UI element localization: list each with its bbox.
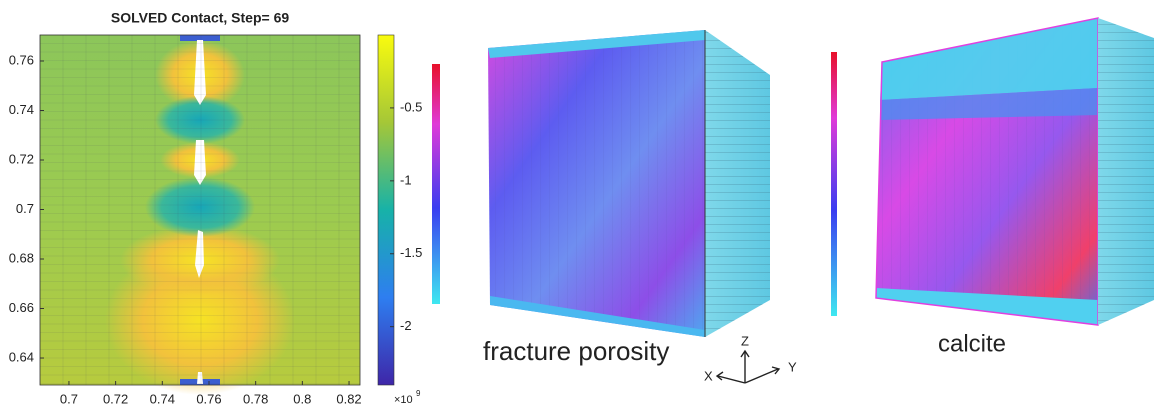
cube-fracture-porosity	[432, 30, 781, 384]
y-tick-label: 0.76	[9, 52, 34, 67]
x-tick-label: 0.78	[243, 391, 268, 406]
y-tick-label: 0.7	[16, 201, 34, 216]
y-tick-label: 0.74	[9, 102, 34, 117]
colorbar-tick-label: -0.5	[400, 99, 422, 114]
axis-label: X	[704, 368, 713, 383]
x-tick-label: 0.76	[196, 391, 221, 406]
colorbar-multiplier: ×10	[394, 394, 413, 406]
x-tick-label: 0.8	[293, 391, 311, 406]
y-tick-label: 0.68	[9, 250, 34, 265]
cube-calcite	[831, 17, 1154, 326]
x-tick-label: 0.72	[103, 391, 128, 406]
render-label: calcite	[938, 330, 1006, 357]
colorbar-tick-label: -1	[400, 172, 412, 187]
colorbar-exponent: 9	[416, 389, 421, 398]
chart-title: SOLVED Contact, Step= 69	[111, 10, 289, 26]
heatmap-field	[39, 34, 361, 395]
y-tick-label: 0.72	[9, 151, 34, 166]
render-colorbar	[432, 64, 440, 304]
axis-label: Y	[788, 359, 797, 374]
render-colorbar	[831, 52, 837, 316]
colorbar	[377, 34, 395, 386]
x-tick-label: 0.82	[336, 391, 361, 406]
y-tick-label: 0.64	[9, 349, 34, 364]
x-tick-label: 0.7	[60, 391, 78, 406]
axis-label: Z	[741, 333, 749, 348]
colorbar-tick-label: -2	[400, 318, 412, 333]
y-tick-label: 0.66	[9, 300, 34, 315]
x-tick-label: 0.74	[150, 391, 175, 406]
colorbar-tick-label: -1.5	[400, 245, 422, 260]
render-label: fracture porosity	[483, 336, 669, 366]
